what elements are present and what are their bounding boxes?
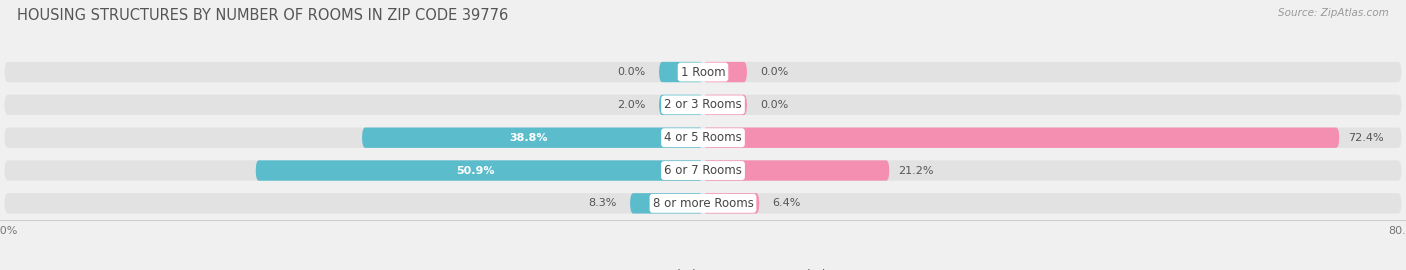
Text: 38.8%: 38.8% — [509, 133, 547, 143]
FancyBboxPatch shape — [703, 127, 1340, 148]
FancyBboxPatch shape — [4, 62, 1402, 82]
Text: 8 or more Rooms: 8 or more Rooms — [652, 197, 754, 210]
FancyBboxPatch shape — [4, 127, 1402, 148]
FancyBboxPatch shape — [4, 160, 1402, 181]
FancyBboxPatch shape — [703, 62, 747, 82]
FancyBboxPatch shape — [4, 95, 1402, 115]
Text: 0.0%: 0.0% — [617, 67, 645, 77]
Legend: Owner-occupied, Renter-occupied: Owner-occupied, Renter-occupied — [575, 264, 831, 270]
FancyBboxPatch shape — [659, 95, 703, 115]
FancyBboxPatch shape — [4, 193, 1402, 214]
Text: 8.3%: 8.3% — [589, 198, 617, 208]
Text: 1 Room: 1 Room — [681, 66, 725, 79]
Text: 6.4%: 6.4% — [772, 198, 801, 208]
FancyBboxPatch shape — [703, 160, 889, 181]
FancyBboxPatch shape — [630, 193, 703, 214]
Text: 50.9%: 50.9% — [456, 166, 495, 176]
Text: 4 or 5 Rooms: 4 or 5 Rooms — [664, 131, 742, 144]
Text: 2.0%: 2.0% — [617, 100, 645, 110]
FancyBboxPatch shape — [703, 95, 747, 115]
Text: 2 or 3 Rooms: 2 or 3 Rooms — [664, 98, 742, 112]
FancyBboxPatch shape — [703, 193, 759, 214]
Text: 0.0%: 0.0% — [761, 67, 789, 77]
Text: 72.4%: 72.4% — [1348, 133, 1384, 143]
FancyBboxPatch shape — [363, 127, 703, 148]
Text: 6 or 7 Rooms: 6 or 7 Rooms — [664, 164, 742, 177]
Text: HOUSING STRUCTURES BY NUMBER OF ROOMS IN ZIP CODE 39776: HOUSING STRUCTURES BY NUMBER OF ROOMS IN… — [17, 8, 508, 23]
Text: Source: ZipAtlas.com: Source: ZipAtlas.com — [1278, 8, 1389, 18]
FancyBboxPatch shape — [659, 62, 703, 82]
FancyBboxPatch shape — [256, 160, 703, 181]
Text: 0.0%: 0.0% — [761, 100, 789, 110]
Text: 21.2%: 21.2% — [898, 166, 934, 176]
